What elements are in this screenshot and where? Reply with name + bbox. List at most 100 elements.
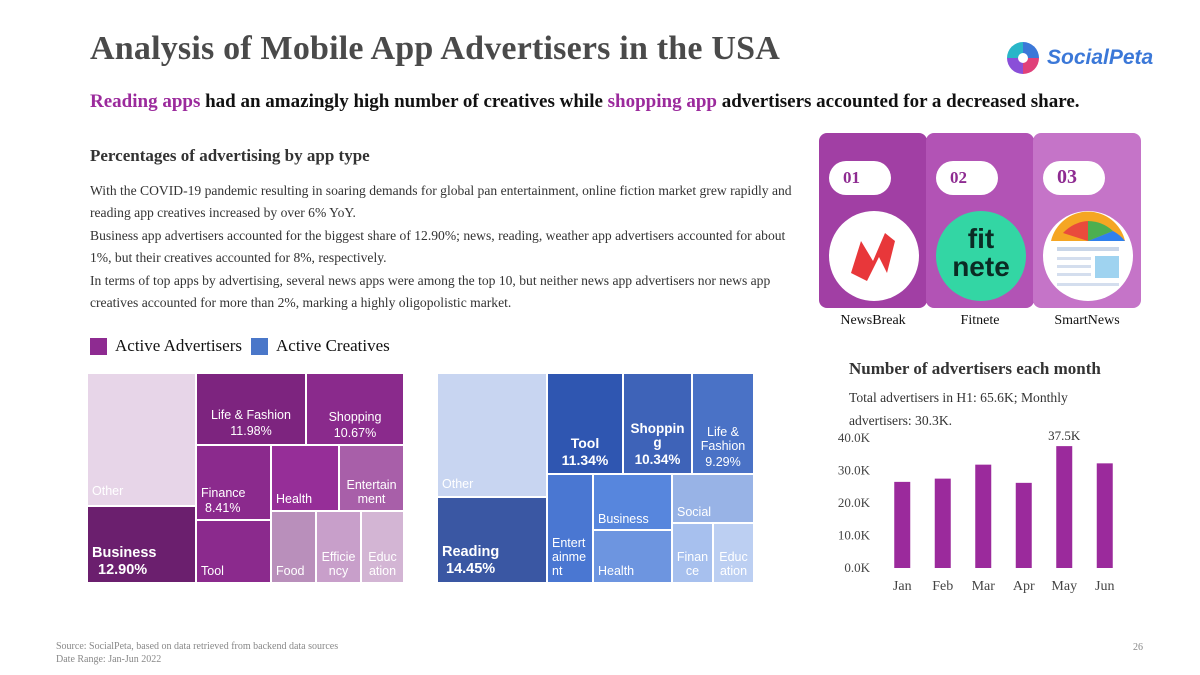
- x-tick-label: Jun: [1095, 579, 1114, 594]
- treemap-cell: Educ ation: [361, 511, 404, 583]
- rank-badge: 01: [829, 161, 891, 195]
- treemap-label: Entertain ment: [346, 478, 397, 506]
- treemap-label: Shoppin g: [630, 421, 685, 450]
- treemap-label: Reading: [442, 544, 500, 560]
- bar-chart-title: Number of advertisers each month: [849, 359, 1101, 378]
- newsbreak-icon: [829, 211, 919, 301]
- treemap-value: 8.41%: [205, 501, 241, 515]
- treemap-cell: Efficie ncy: [316, 511, 361, 583]
- footer: Source: SocialPeta, based on data retrie…: [56, 640, 338, 666]
- treemap-label: Entert ainme nt: [552, 536, 587, 578]
- rank-badge: 02: [936, 161, 998, 195]
- smartnews-icon: [1043, 211, 1133, 301]
- treemap-cell: Entert ainme nt: [547, 474, 593, 583]
- x-tick-label: Apr: [1013, 579, 1035, 594]
- treemap-cell: Other: [87, 373, 196, 506]
- treemap-label: Tool: [201, 564, 224, 578]
- body-paragraph: In terms of top apps by advertising, sev…: [90, 272, 771, 311]
- treemap-label: Finance: [201, 486, 246, 500]
- x-tick-label: Jan: [893, 579, 912, 594]
- treemap-label: Life & Fashion: [700, 425, 746, 453]
- treemap-cell: Entertain ment: [339, 445, 404, 511]
- fitnete-icon-text: nete: [952, 251, 1010, 282]
- treemap-label: Educ ation: [719, 550, 748, 578]
- treemap-value: 11.34%: [561, 452, 609, 468]
- fitnete-icon-text: fit: [967, 223, 995, 254]
- legend-swatch-creatives: [251, 337, 268, 355]
- bar-jun: [1096, 463, 1113, 568]
- socialpeta-logo-icon: [1007, 42, 1039, 74]
- treemap-cell: Health: [593, 530, 672, 583]
- bar-chart: 0.0K 10.0K 20.0K 30.0K 40.0K Jan Feb Mar Apr May 3…: [838, 428, 1115, 594]
- x-tick-label: May: [1051, 579, 1077, 594]
- treemap-label: Health: [598, 564, 635, 578]
- subtitle: Reading apps had an amazingly high numbe…: [90, 91, 1080, 113]
- logo-text: SocialPeta: [1047, 46, 1154, 69]
- treemap-label: Other: [92, 484, 124, 498]
- treemap-label: Efficie ncy: [321, 550, 356, 578]
- body-paragraph: Business app advertisers accounted for t…: [90, 227, 786, 266]
- treemap-label: Educ ation: [368, 550, 397, 578]
- treemap-label: Health: [276, 492, 313, 506]
- treemap-label: Finan ce: [676, 550, 709, 578]
- treemap-cell: Other: [437, 373, 547, 497]
- page-number: 26: [1133, 642, 1143, 653]
- fitnete-icon: fit nete: [936, 211, 1026, 301]
- treemap-cell: Finan ce: [672, 523, 713, 583]
- body-text: With the COVID-19 pandemic resulting in …: [90, 180, 810, 314]
- y-tick-label: 30.0K: [838, 463, 871, 478]
- treemap-cell: Social: [672, 474, 754, 523]
- treemap-cell: Business: [593, 474, 672, 530]
- top-app-card-2: 02 fit nete: [926, 133, 1034, 308]
- treemap-label: Social: [677, 505, 712, 519]
- bar-jan: [894, 481, 911, 568]
- treemap-label: Tool: [570, 435, 600, 451]
- chart-legend: Active Advertisers Active Creatives: [90, 336, 390, 356]
- treemap-cell: Reading 14.45%: [437, 497, 547, 583]
- rank-badge: 03: [1043, 161, 1105, 195]
- y-tick-label: 10.0K: [838, 528, 871, 543]
- treemap-label: Business: [598, 512, 649, 526]
- data-label: 37.5K: [1048, 428, 1081, 443]
- section-heading: Percentages of advertising by app type: [90, 146, 370, 165]
- treemap-label: Other: [442, 477, 474, 491]
- treemap-label: Business: [92, 545, 157, 561]
- treemap-cell: Finance 8.41%: [196, 445, 271, 520]
- top-app-name: Fitnete: [960, 313, 1000, 328]
- treemap-cell: Tool: [196, 520, 271, 583]
- top-app-name: NewsBreak: [840, 313, 906, 328]
- treemap-cell: Educ ation: [713, 523, 754, 583]
- x-tick-label: Feb: [932, 579, 953, 594]
- treemap-value: 14.45%: [446, 561, 496, 577]
- logo: SocialPeta: [1005, 40, 1153, 76]
- y-tick-label: 20.0K: [838, 495, 871, 510]
- y-tick-label: 0.0K: [844, 560, 870, 575]
- bar-may: [1056, 446, 1073, 568]
- treemap-cell: Life & Fashion 11.98%: [196, 373, 306, 445]
- treemap-cell: Life & Fashion 9.29%: [692, 373, 754, 474]
- treemap-label: Shopping: [328, 410, 382, 424]
- treemap-cell: Business 12.90%: [87, 506, 196, 583]
- treemap-value: 10.67%: [333, 426, 377, 440]
- source-note: Source: SocialPeta, based on data retrie…: [56, 641, 339, 652]
- x-tick-label: Mar: [972, 579, 996, 594]
- treemap-cell: Shoppin g 10.34%: [623, 373, 692, 474]
- treemap-cell: Food: [271, 511, 316, 583]
- subtitle-text-2: advertisers accounted for a decreased sh…: [716, 91, 1080, 112]
- treemap-label: Food: [276, 564, 305, 578]
- legend-swatch-advertisers: [90, 337, 107, 355]
- treemap-creatives: Other Reading 14.45% Tool 11.34% Shoppin…: [437, 373, 754, 583]
- treemap-value: 11.98%: [230, 424, 272, 438]
- bar-apr: [1015, 482, 1032, 568]
- treemap-cell: Tool 11.34%: [547, 373, 623, 474]
- y-tick-label: 40.0K: [838, 430, 871, 445]
- subtitle-highlight-shopping: shopping app: [607, 91, 717, 112]
- top-app-card-1: 01: [819, 133, 927, 308]
- legend-label-creatives: Active Creatives: [276, 336, 390, 355]
- page-title: Analysis of Mobile App Advertisers in th…: [90, 30, 780, 67]
- bar-feb: [934, 478, 951, 568]
- legend-label-advertisers: Active Advertisers: [115, 336, 242, 355]
- treemap-cell: Health: [271, 445, 339, 511]
- top-app-card-3: 03: [1033, 133, 1141, 308]
- subtitle-highlight-reading: Reading apps: [90, 91, 201, 112]
